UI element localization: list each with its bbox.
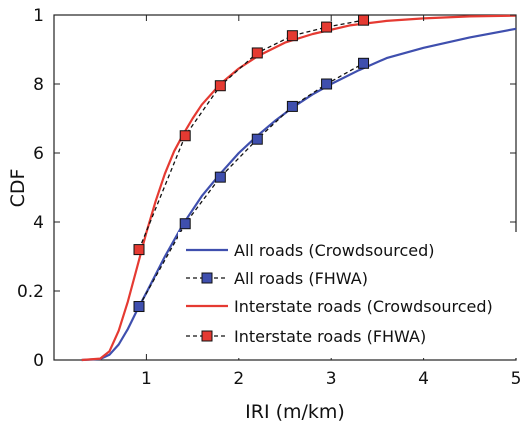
plot-area-border xyxy=(53,14,517,361)
tick-layer: 1 2 3 4 5 0 0.2 4 6 8 1 xyxy=(17,6,521,389)
data-point-all-roads-fhwa xyxy=(133,301,145,313)
data-point-all-roads-fhwa xyxy=(358,57,370,69)
plot-frame xyxy=(53,14,517,361)
y-tick-label: 1 xyxy=(33,6,44,26)
x-tick-label: 1 xyxy=(141,369,152,389)
data-point-all-roads-fhwa xyxy=(251,133,263,145)
marker-layer xyxy=(133,14,370,313)
legend-label: All roads (Crowdsourced) xyxy=(234,241,435,260)
legend-entry: All roads (FHWA) xyxy=(186,269,368,288)
data-point-interstate-roads-fhwa xyxy=(133,244,145,256)
legend: All roads (Crowdsourced) All roads (FHWA… xyxy=(178,232,518,358)
x-tick-label: 5 xyxy=(511,369,522,389)
data-point-interstate-roads-fhwa xyxy=(251,47,263,59)
y-tick-label: 4 xyxy=(33,213,44,233)
data-point-all-roads-fhwa xyxy=(214,171,226,183)
legend-entry: Interstate roads (FHWA) xyxy=(186,327,426,346)
x-tick-label: 2 xyxy=(233,369,244,389)
x-axis-label: IRI (m/km) xyxy=(245,401,345,423)
legend-box xyxy=(178,232,518,358)
series-line-all-roads-crowdsourced xyxy=(81,27,517,362)
data-point-all-roads-fhwa xyxy=(286,100,298,112)
data-point-interstate-roads-fhwa xyxy=(179,130,191,142)
legend-entry: All roads (Crowdsourced) xyxy=(186,241,435,260)
series-line-interstate-roads-fhwa xyxy=(138,19,364,250)
data-point-interstate-roads-fhwa xyxy=(286,30,298,42)
legend-marker-square xyxy=(201,330,213,342)
data-point-all-roads-fhwa xyxy=(321,78,333,90)
legend-label: All roads (FHWA) xyxy=(234,269,368,288)
legend-label: Interstate roads (Crowdsourced) xyxy=(234,297,493,316)
y-tick-label: 8 xyxy=(33,75,44,95)
data-point-interstate-roads-fhwa xyxy=(358,14,370,26)
y-axis-label: CDF xyxy=(7,169,29,208)
y-tick-label: 0 xyxy=(33,351,44,371)
legend-entry: Interstate roads (Crowdsourced) xyxy=(186,297,493,316)
y-tick-label: 6 xyxy=(33,144,44,164)
y-tick-label: 0.2 xyxy=(17,282,44,302)
legend-marker-square xyxy=(201,272,213,284)
data-point-interstate-roads-fhwa xyxy=(321,21,333,33)
legend-label: Interstate roads (FHWA) xyxy=(234,327,426,346)
x-tick-label: 3 xyxy=(326,369,337,389)
x-tick-label: 4 xyxy=(418,369,429,389)
data-point-all-roads-fhwa xyxy=(179,218,191,230)
data-point-interstate-roads-fhwa xyxy=(214,80,226,92)
